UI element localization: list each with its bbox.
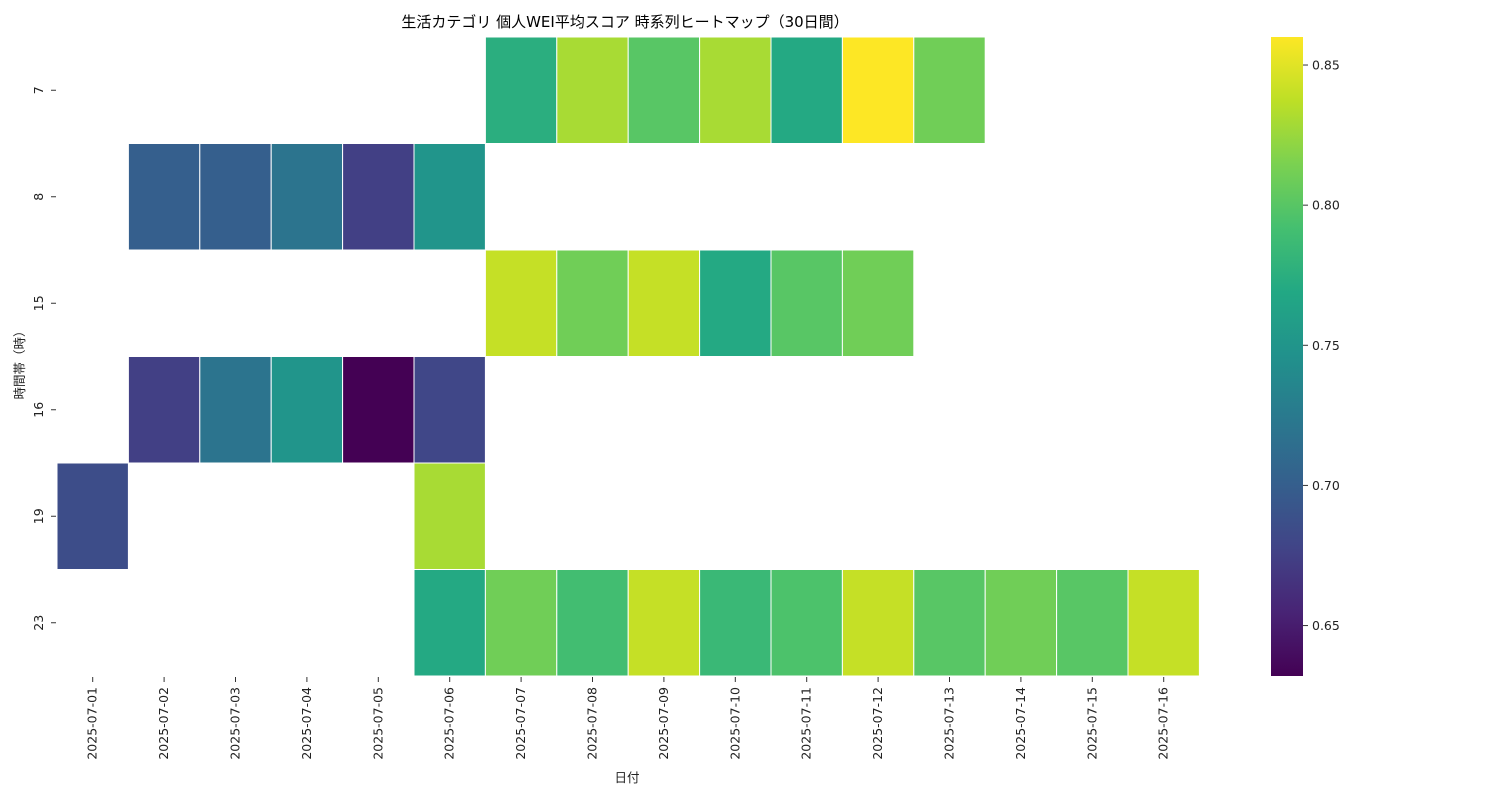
x-tick-label: 2025-07-03 bbox=[228, 687, 243, 760]
heatmap-cell bbox=[270, 356, 344, 464]
heatmap-cell bbox=[199, 143, 272, 251]
heatmap-cell bbox=[699, 569, 772, 677]
x-axis: 2025-07-01 2025-07-02 2025-07-03 2025-07-04… bbox=[85, 677, 1171, 760]
colorbar-tick-label: 0.70 bbox=[1312, 478, 1340, 493]
x-tick-label: 2025-07-13 bbox=[942, 687, 957, 760]
heatmap-cell bbox=[556, 569, 629, 677]
heatmap-cell bbox=[627, 569, 701, 677]
y-tick-label: 7 bbox=[31, 86, 46, 94]
heatmap-cell bbox=[770, 36, 843, 144]
heatmap-cell bbox=[556, 249, 629, 357]
x-tick-label: 2025-07-16 bbox=[1156, 687, 1171, 760]
heatmap-cell bbox=[984, 569, 1058, 677]
heatmap-cell bbox=[484, 569, 558, 677]
heatmap-cell bbox=[1056, 569, 1129, 677]
heatmap-cell bbox=[413, 143, 486, 251]
heatmap-cell bbox=[627, 249, 701, 357]
heatmap-cell bbox=[413, 569, 486, 677]
x-tick-label: 2025-07-04 bbox=[299, 687, 314, 760]
heatmap-cell bbox=[841, 36, 915, 144]
heatmap-cell bbox=[913, 36, 986, 144]
heatmap-cell bbox=[699, 249, 772, 357]
y-tick-label: 15 bbox=[31, 295, 46, 311]
chart-title: 生活カテゴリ 個人WEI平均スコア 時系列ヒートマップ（30日間） bbox=[401, 13, 848, 31]
heatmap-cell bbox=[841, 569, 915, 677]
colorbar-tick-label: 0.80 bbox=[1312, 198, 1340, 213]
heatmap-cells bbox=[56, 36, 1200, 677]
heatmap-cell bbox=[484, 249, 558, 357]
x-tick-label: 2025-07-02 bbox=[156, 687, 171, 760]
y-tick-label: 23 bbox=[31, 615, 46, 631]
heatmap-cell bbox=[699, 36, 772, 144]
x-tick-label: 2025-07-07 bbox=[513, 687, 528, 760]
colorbar-tick-label: 0.65 bbox=[1312, 618, 1340, 633]
x-tick-label: 2025-07-09 bbox=[656, 687, 671, 760]
x-tick-label: 2025-07-15 bbox=[1084, 687, 1099, 760]
heatmap-cell bbox=[413, 462, 486, 570]
x-tick-label: 2025-07-01 bbox=[85, 687, 100, 760]
heatmap-cell bbox=[270, 143, 344, 251]
heatmap-cell bbox=[342, 143, 415, 251]
colorbar-tick-label: 0.85 bbox=[1312, 58, 1340, 73]
heatmap-cell bbox=[770, 569, 843, 677]
x-tick-label: 2025-07-14 bbox=[1013, 687, 1028, 760]
heatmap-cell bbox=[556, 36, 629, 144]
heatmap-cell bbox=[1127, 569, 1200, 677]
y-tick-label: 16 bbox=[31, 402, 46, 418]
x-tick-label: 2025-07-06 bbox=[442, 687, 457, 760]
x-tick-label: 2025-07-10 bbox=[727, 687, 742, 760]
x-tick-label: 2025-07-08 bbox=[585, 687, 600, 760]
heatmap-cell bbox=[342, 356, 415, 464]
x-tick-label: 2025-07-12 bbox=[870, 687, 885, 760]
heatmap-cell bbox=[841, 249, 915, 357]
heatmap-cell bbox=[127, 356, 201, 464]
x-axis-label: 日付 bbox=[614, 770, 639, 785]
y-axis-label: 時間帯（時） bbox=[12, 324, 27, 399]
colorbar: 0.65 0.70 0.75 0.80 0.85 bbox=[1271, 37, 1340, 676]
x-tick-label: 2025-07-05 bbox=[370, 687, 385, 760]
heatmap-cell bbox=[199, 356, 272, 464]
heatmap-cell bbox=[770, 249, 843, 357]
colorbar-tick-label: 0.75 bbox=[1312, 338, 1340, 353]
x-tick-label: 2025-07-11 bbox=[799, 687, 814, 760]
heatmap-cell bbox=[484, 36, 558, 144]
heatmap-cell bbox=[913, 569, 986, 677]
heatmap-cell bbox=[413, 356, 486, 464]
y-tick-label: 8 bbox=[31, 193, 46, 201]
y-tick-label: 19 bbox=[31, 508, 46, 524]
heatmap-cell bbox=[627, 36, 701, 144]
heatmap-cell bbox=[127, 143, 201, 251]
heatmap-cell bbox=[56, 462, 129, 570]
colorbar-gradient bbox=[1271, 37, 1303, 676]
y-axis: 7 8 15 16 19 23 bbox=[31, 86, 56, 631]
